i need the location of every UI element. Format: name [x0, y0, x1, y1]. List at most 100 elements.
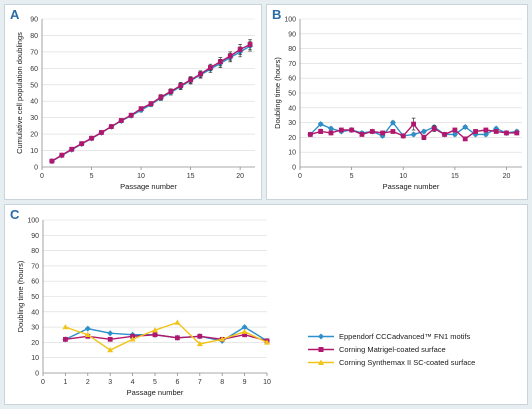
point-c-synthemax-9 [264, 339, 270, 345]
point-c-synthemax-2 [107, 347, 114, 353]
point-b-matrigel-11 [421, 135, 427, 140]
ytick-label-a-0: 0 [34, 165, 38, 172]
ytick-label-c-8: 80 [31, 248, 39, 255]
point-c-synthemax-6 [196, 340, 203, 347]
point-c-synthemax-8 [241, 328, 248, 334]
y-axis-label-b: Doubling time (hours) [273, 57, 282, 129]
ytick-label-b-7: 70 [288, 61, 296, 68]
point-b-eppendorf-17 [482, 131, 489, 138]
xtick-label-c-0: 0 [41, 379, 45, 386]
ytick-label-c-9: 90 [31, 233, 39, 240]
point-b-eppendorf-10 [410, 131, 417, 138]
xtick-label-a-0: 0 [40, 173, 44, 180]
point-c-synthemax-5 [174, 319, 181, 325]
ytick-label-b-6: 60 [288, 76, 296, 83]
point-a-matrigel-17 [217, 59, 223, 65]
point-a-matrigel-9 [138, 106, 144, 112]
point-a-matrigel-15 [198, 71, 203, 77]
point-a-matrigel-1 [59, 152, 65, 158]
legend-item-matrigel: Corning Matrigel-coated surface [307, 343, 475, 356]
point-a-matrigel-7 [118, 118, 124, 123]
legend-label-eppendorf: Eppendorf CCCadvanced™ FN1 motifs [339, 332, 471, 341]
xtick-label-c-6: 6 [175, 379, 179, 386]
point-b-matrigel-5 [359, 132, 365, 137]
ytick-label-a-2: 20 [30, 132, 38, 139]
point-c-synthemax-4 [152, 327, 158, 333]
point-a-matrigel-11 [158, 94, 164, 100]
xtick-label-c-7: 7 [198, 379, 202, 386]
ytick-label-c-1: 10 [31, 355, 39, 362]
legend: Eppendorf CCCadvanced™ FN1 motifs Cornin… [307, 330, 475, 369]
xtick-label-c-10: 10 [263, 379, 271, 386]
ytick-label-b-8: 80 [288, 46, 296, 53]
point-c-eppendorf-2 [107, 330, 114, 337]
ytick-label-a-1: 10 [30, 148, 38, 155]
point-b-eppendorf-11 [420, 128, 427, 135]
ytick-label-c-5: 50 [31, 294, 39, 301]
point-c-synthemax-3 [129, 336, 136, 342]
point-c-matrigel-8 [242, 332, 247, 338]
point-b-matrigel-9 [400, 133, 406, 139]
point-b-matrigel-16 [473, 129, 478, 134]
point-a-matrigel-0 [49, 158, 55, 164]
xtick-label-c-2: 2 [86, 379, 90, 386]
ytick-label-c-0: 0 [35, 371, 39, 378]
ytick-label-a-9: 90 [30, 17, 38, 24]
xtick-label-a-3: 15 [187, 173, 195, 180]
series-line-c-synthemax [65, 321, 268, 351]
xtick-label-b-2: 10 [399, 173, 407, 180]
ytick-label-a-4: 40 [30, 99, 38, 106]
panel-c: 0 10 20 30 40 50 60 70 80 90 100 0 1 2 3 4 5 6 7 8 9 10 Passag… [4, 204, 528, 405]
ytick-label-a-5: 50 [30, 82, 38, 89]
xtick-label-c-9: 9 [243, 379, 247, 386]
ytick-label-b-9: 90 [288, 31, 296, 38]
point-c-matrigel-3 [130, 333, 135, 339]
point-b-eppendorf-1 [317, 121, 324, 128]
xtick-label-a-2: 10 [137, 173, 145, 180]
point-c-eppendorf-8 [241, 324, 248, 331]
ytick-label-b-10: 100 [284, 17, 296, 24]
x-axis-label-c: Passage number [127, 388, 184, 397]
ytick-label-b-2: 20 [288, 135, 296, 142]
legend-swatch-matrigel [308, 347, 334, 352]
ytick-label-c-2: 20 [31, 340, 39, 347]
ytick-label-a-6: 60 [30, 66, 38, 73]
point-b-eppendorf-15 [462, 124, 469, 131]
x-axis-label-a: Passage number [120, 182, 177, 191]
xtick-label-b-0: 0 [298, 173, 302, 180]
point-c-eppendorf-1 [84, 325, 91, 332]
xtick-label-c-8: 8 [220, 379, 224, 386]
point-a-matrigel-10 [148, 101, 154, 107]
panel-label-b: B [272, 7, 282, 22]
ytick-label-c-10: 100 [27, 218, 39, 225]
point-b-matrigel-6 [369, 129, 375, 134]
ytick-label-c-3: 30 [31, 325, 39, 332]
legend-label-matrigel: Corning Matrigel-coated surface [339, 345, 446, 354]
x-axis-label-b: Passage number [383, 182, 440, 191]
series-line-c-matrigel [65, 334, 268, 342]
point-b-matrigel-8 [390, 129, 396, 134]
point-b-matrigel-3 [338, 127, 344, 133]
point-c-synthemax-7 [219, 336, 226, 342]
point-a-matrigel-12 [168, 88, 174, 94]
point-c-matrigel-5 [175, 335, 180, 341]
point-b-eppendorf-8 [389, 119, 396, 126]
point-c-synthemax-1 [84, 331, 91, 337]
point-c-matrigel-0 [63, 336, 68, 342]
point-b-matrigel-18 [493, 129, 499, 134]
legend-item-synthemax: Corning Synthemax II SC-coated surface [307, 356, 475, 369]
ytick-label-b-1: 10 [288, 150, 296, 157]
point-b-matrigel-4 [349, 127, 355, 133]
ytick-label-a-7: 70 [30, 49, 38, 56]
y-axis-label-a: Cumulative cell population doublings [15, 32, 24, 154]
point-c-matrigel-4 [152, 332, 158, 338]
chart-a: 0 10 20 30 40 50 60 70 80 90 0 5 10 15 20 Passage numbe… [15, 17, 255, 191]
point-c-matrigel-6 [197, 333, 203, 339]
point-a-matrigel-6 [108, 124, 114, 129]
point-a-matrigel-13 [178, 83, 184, 88]
panel-label-c: C [10, 207, 20, 222]
point-b-matrigel-13 [442, 132, 447, 137]
point-b-matrigel-15 [462, 136, 468, 142]
point-b-matrigel-14 [452, 127, 458, 133]
